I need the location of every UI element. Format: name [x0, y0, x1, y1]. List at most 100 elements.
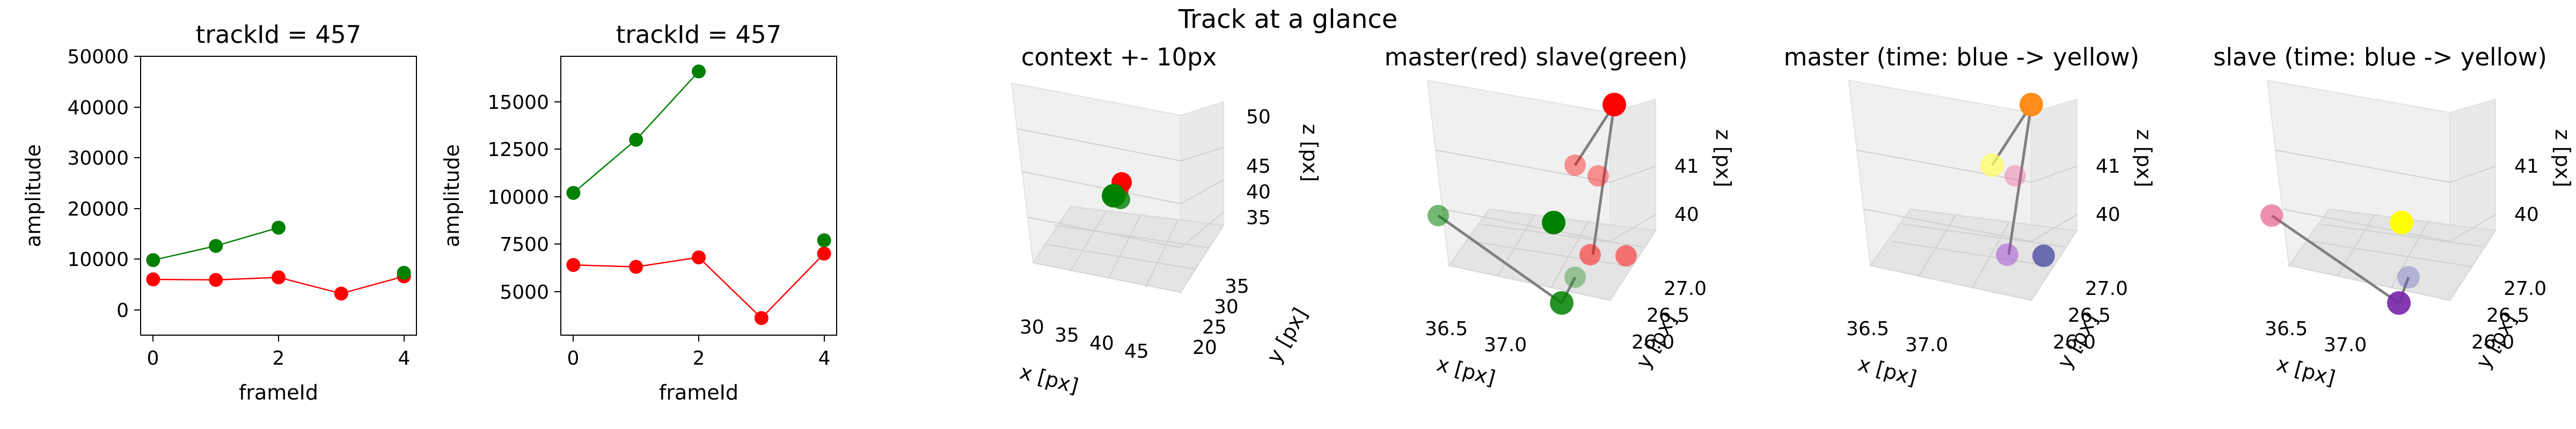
z-tick-label: 40	[1246, 181, 1271, 203]
z-ticks: 40 41	[2514, 156, 2539, 226]
master-point	[1564, 154, 1586, 176]
z-tick-label: 35	[1246, 207, 1271, 229]
data-point	[817, 233, 831, 248]
data-point	[566, 258, 581, 272]
x-axis-label: x [px]	[1435, 352, 1498, 390]
series-line-segment	[215, 227, 279, 247]
y-tick: 10000	[67, 249, 141, 271]
data-point	[566, 186, 581, 200]
z-tick-label: 50	[1246, 106, 1271, 128]
data-point	[629, 260, 643, 274]
x-axis-label: x [px]	[1856, 352, 1919, 390]
y-tick: 30000	[67, 147, 141, 169]
slave-point	[2390, 211, 2413, 234]
x-tick-label: 36.5	[1846, 318, 1889, 340]
z-ticks: 40 41	[1674, 156, 1699, 226]
z-ticks: 35 40 45 50	[1246, 106, 1271, 229]
x-tick: 2	[273, 335, 285, 369]
x-tick-label: 37.0	[1905, 334, 1948, 356]
y-tick: 0	[116, 300, 141, 322]
master-point	[1602, 93, 1626, 116]
x-ticks: 36.5 37.0	[1846, 318, 1948, 356]
x-tick-label: 45	[1124, 341, 1149, 363]
grid-lines	[1435, 150, 1656, 289]
x-tick: 4	[818, 335, 830, 369]
y-tick-label: 20	[1192, 337, 1217, 359]
x-tick-label: 2	[273, 347, 285, 369]
z-axis-label: z [px]	[2551, 129, 2574, 187]
x-tick-label: 0	[567, 347, 580, 369]
z-axis-label: z [px]	[2132, 129, 2156, 187]
series-line-segment	[760, 253, 825, 319]
y-tick-label: 25	[1202, 316, 1227, 338]
slave-point	[1550, 291, 1574, 315]
y-tick: 5000	[500, 282, 561, 304]
data-point	[272, 220, 286, 235]
y-tick-label: 26.5	[1646, 305, 1689, 327]
pane-floor	[1448, 208, 1657, 301]
x-tick-label: 36.5	[2265, 318, 2308, 340]
y-tick: 20000	[67, 198, 141, 220]
y-tick-label: 15000	[487, 92, 549, 114]
y-tick: 50000	[67, 46, 141, 68]
z-axis-label: z [px]	[1298, 124, 1322, 182]
grid-lines	[2275, 150, 2496, 289]
plot-area	[146, 220, 411, 301]
slave-point	[2397, 266, 2420, 289]
y-tick: 10000	[487, 187, 561, 209]
track-path	[1990, 103, 2033, 255]
data-point	[146, 272, 160, 286]
x-axis-label: frameId	[239, 381, 318, 404]
y-tick: 40000	[67, 97, 141, 119]
y-tick-label: 10000	[487, 187, 549, 209]
z-tick-label: 40	[2514, 204, 2539, 226]
master-point	[1615, 245, 1637, 267]
x-tick-label: 37.0	[2324, 334, 2367, 356]
x-tick: 2	[693, 335, 705, 369]
y-tick-label: 40000	[67, 97, 129, 119]
data-point	[334, 286, 348, 301]
slave-point	[1111, 190, 1130, 209]
x-tick-label: 0	[147, 347, 159, 369]
chart-title: trackId = 457	[196, 20, 362, 49]
y-tick-label: 27.0	[1664, 278, 1707, 300]
y-tick-label: 5000	[500, 282, 549, 304]
y-tick-label: 26.0	[2471, 331, 2514, 353]
series-line-segment	[573, 139, 636, 194]
z-tick-label: 41	[1674, 156, 1699, 177]
data-point	[272, 270, 286, 285]
series-line-segment	[635, 71, 699, 140]
x-tick-label: 36.5	[1425, 318, 1468, 340]
y-tick-label: 26.5	[2068, 305, 2111, 327]
y-ticks: 20 25 30 35	[1192, 276, 1249, 359]
y-ticks: 26.0 26.5 27.0	[1631, 278, 1707, 353]
line-chart-2: trackId = 457 frameId amplitude 0 2 4 50…	[440, 20, 837, 404]
slave-point	[1428, 205, 1449, 226]
z-tick-label: 40	[2096, 204, 2120, 226]
y-tick-label: 20000	[67, 198, 129, 220]
data-point	[629, 132, 643, 147]
x-tick: 0	[567, 335, 580, 369]
data-point	[397, 265, 411, 280]
x-tick: 0	[147, 335, 159, 369]
x-axis-label: x [px]	[1018, 360, 1081, 398]
scatter3d-master-slave: master(red) slave(green) 36.5 37.0 x [	[1385, 43, 1735, 390]
y-axis-label: amplitude	[21, 144, 45, 247]
slave-point	[1564, 267, 1586, 288]
series-line-segment	[635, 256, 699, 268]
master-point	[1587, 165, 1609, 187]
y-ticks: 0 10000 20000 30000 40000 50000	[67, 46, 141, 322]
z-tick-label: 45	[1246, 156, 1271, 177]
y-ticks: 5000 7500 10000 12500 15000	[487, 92, 561, 304]
pane-floor	[2288, 208, 2497, 301]
y-tick: 15000	[487, 92, 561, 114]
slave-point	[1542, 211, 1565, 234]
series-line-segment	[153, 245, 216, 261]
data-point	[817, 246, 831, 261]
chart-title: master(red) slave(green)	[1385, 43, 1688, 71]
grid-lines	[1856, 150, 2077, 289]
x-axis-label: frameId	[659, 381, 738, 404]
grid-lines	[1016, 128, 1224, 287]
data-point	[692, 250, 706, 264]
x-tick: 4	[398, 335, 410, 369]
